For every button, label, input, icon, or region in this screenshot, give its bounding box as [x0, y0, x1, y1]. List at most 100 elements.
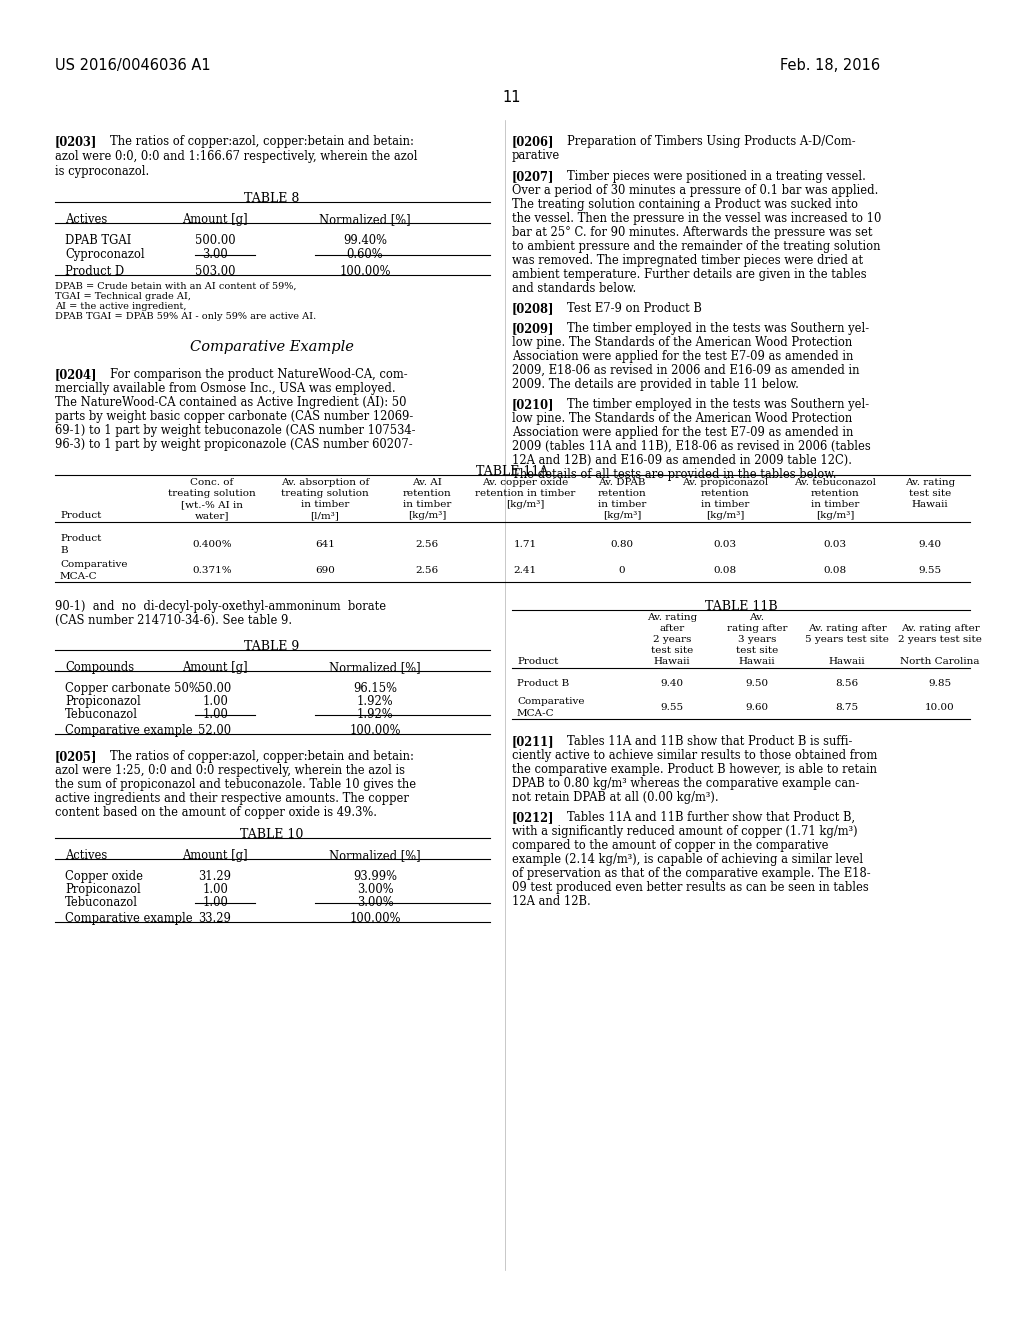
Text: Tables 11A and 11B show that Product B is suffi-: Tables 11A and 11B show that Product B i… [567, 735, 852, 748]
Text: The timber employed in the tests was Southern yel-: The timber employed in the tests was Sou… [567, 322, 869, 335]
Text: 0.08: 0.08 [823, 566, 847, 576]
Text: 9.40: 9.40 [919, 540, 941, 549]
Text: [0205]: [0205] [55, 750, 97, 763]
Text: Tables 11A and 11B further show that Product B,: Tables 11A and 11B further show that Pro… [567, 810, 855, 824]
Text: DPAB to 0.80 kg/m³ whereas the comparative example can-: DPAB to 0.80 kg/m³ whereas the comparati… [512, 777, 859, 789]
Text: 1.00: 1.00 [202, 896, 228, 909]
Text: [0208]: [0208] [512, 302, 555, 315]
Text: Hawaii: Hawaii [911, 500, 948, 510]
Text: 99.40%: 99.40% [343, 234, 387, 247]
Text: Comparative: Comparative [60, 560, 128, 569]
Text: Normalized [%]: Normalized [%] [329, 849, 421, 862]
Text: 1.92%: 1.92% [356, 696, 393, 708]
Text: TABLE 8: TABLE 8 [245, 191, 300, 205]
Text: 2009 (tables 11A and 11B), E18-06 as revised in 2006 (tables: 2009 (tables 11A and 11B), E18-06 as rev… [512, 440, 870, 453]
Text: 2.56: 2.56 [416, 566, 438, 576]
Text: retention: retention [402, 488, 452, 498]
Text: test site: test site [736, 645, 778, 655]
Text: 5 years test site: 5 years test site [805, 635, 889, 644]
Text: 31.29: 31.29 [199, 870, 231, 883]
Text: 690: 690 [315, 566, 335, 576]
Text: 2 years: 2 years [653, 635, 691, 644]
Text: Amount [g]: Amount [g] [182, 661, 248, 675]
Text: retention: retention [700, 488, 750, 498]
Text: 0.400%: 0.400% [193, 540, 231, 549]
Text: water]: water] [195, 511, 229, 520]
Text: Tebuconazol: Tebuconazol [65, 708, 138, 721]
Text: The treating solution containing a Product was sucked into: The treating solution containing a Produ… [512, 198, 858, 211]
Text: 96.15%: 96.15% [353, 682, 397, 696]
Text: 8.56: 8.56 [836, 678, 858, 688]
Text: 0: 0 [618, 566, 626, 576]
Text: Av. rating: Av. rating [905, 478, 955, 487]
Text: 9.55: 9.55 [660, 704, 684, 711]
Text: 69-1) to 1 part by weight tebuconazole (CAS number 107534-: 69-1) to 1 part by weight tebuconazole (… [55, 424, 416, 437]
Text: compared to the amount of copper in the comparative: compared to the amount of copper in the … [512, 840, 828, 851]
Text: 1.00: 1.00 [202, 883, 228, 896]
Text: North Carolina: North Carolina [900, 657, 980, 667]
Text: 12A and 12B.: 12A and 12B. [512, 895, 591, 908]
Text: Copper carbonate 50%: Copper carbonate 50% [65, 682, 200, 696]
Text: Actives: Actives [65, 849, 108, 862]
Text: [0207]: [0207] [512, 170, 555, 183]
Text: 3.00%: 3.00% [356, 883, 393, 896]
Text: in timber: in timber [811, 500, 859, 510]
Text: [wt.-% AI in: [wt.-% AI in [181, 500, 243, 510]
Text: DPAB = Crude betain with an AI content of 59%,: DPAB = Crude betain with an AI content o… [55, 282, 297, 290]
Text: 9.50: 9.50 [745, 678, 769, 688]
Text: Amount [g]: Amount [g] [182, 849, 248, 862]
Text: mercially available from Osmose Inc., USA was employed.: mercially available from Osmose Inc., US… [55, 381, 395, 395]
Text: 2009, E18-06 as revised in 2006 and E16-09 as amended in: 2009, E18-06 as revised in 2006 and E16-… [512, 364, 859, 378]
Text: 100.00%: 100.00% [349, 723, 400, 737]
Text: Timber pieces were positioned in a treating vessel.: Timber pieces were positioned in a treat… [567, 170, 866, 183]
Text: Hawaii: Hawaii [653, 657, 690, 667]
Text: and standards below.: and standards below. [512, 282, 636, 294]
Text: 1.00: 1.00 [202, 708, 228, 721]
Text: Hawaii: Hawaii [828, 657, 865, 667]
Text: 1.92%: 1.92% [356, 708, 393, 721]
Text: with a significantly reduced amount of copper (1.71 kg/m³): with a significantly reduced amount of c… [512, 825, 858, 838]
Text: TABLE 10: TABLE 10 [241, 828, 304, 841]
Text: parts by weight basic copper carbonate (CAS number 12069-: parts by weight basic copper carbonate (… [55, 411, 414, 422]
Text: Av. rating: Av. rating [647, 612, 697, 622]
Text: Av. copper oxide: Av. copper oxide [482, 478, 568, 487]
Text: 9.55: 9.55 [919, 566, 941, 576]
Text: 09 test produced even better results as can be seen in tables: 09 test produced even better results as … [512, 880, 868, 894]
Text: azol were 0:0, 0:0 and 1:166.67 respectively, wherein the azol: azol were 0:0, 0:0 and 1:166.67 respecti… [55, 150, 418, 162]
Text: 3.00%: 3.00% [356, 896, 393, 909]
Text: Normalized [%]: Normalized [%] [329, 661, 421, 675]
Text: [0210]: [0210] [512, 399, 555, 411]
Text: 96-3) to 1 part by weight propiconazole (CAS number 60207-: 96-3) to 1 part by weight propiconazole … [55, 438, 413, 451]
Text: [0204]: [0204] [55, 368, 97, 381]
Text: 1.00: 1.00 [202, 696, 228, 708]
Text: low pine. The Standards of the American Wood Protection: low pine. The Standards of the American … [512, 337, 852, 348]
Text: bar at 25° C. for 90 minutes. Afterwards the pressure was set: bar at 25° C. for 90 minutes. Afterwards… [512, 226, 872, 239]
Text: test site: test site [651, 645, 693, 655]
Text: Actives: Actives [65, 213, 108, 226]
Text: to ambient pressure and the remainder of the treating solution: to ambient pressure and the remainder of… [512, 240, 881, 253]
Text: 0.80: 0.80 [610, 540, 634, 549]
Text: 0.03: 0.03 [714, 540, 736, 549]
Text: (CAS number 214710-34-6). See table 9.: (CAS number 214710-34-6). See table 9. [55, 614, 292, 627]
Text: retention: retention [598, 488, 646, 498]
Text: 12A and 12B) and E16-09 as amended in 2009 table 12C).: 12A and 12B) and E16-09 as amended in 20… [512, 454, 852, 467]
Text: Copper oxide: Copper oxide [65, 870, 143, 883]
Text: Product B: Product B [517, 678, 569, 688]
Text: 100.00%: 100.00% [339, 265, 391, 279]
Text: MCA-C: MCA-C [517, 709, 555, 718]
Text: Preparation of Timbers Using Products A-D/Com-: Preparation of Timbers Using Products A-… [567, 135, 856, 148]
Text: retention in timber: retention in timber [475, 488, 575, 498]
Text: in timber: in timber [700, 500, 750, 510]
Text: 0.08: 0.08 [714, 566, 736, 576]
Text: 33.29: 33.29 [199, 912, 231, 925]
Text: 2.41: 2.41 [513, 566, 537, 576]
Text: Propiconazol: Propiconazol [65, 696, 140, 708]
Text: Comparative Example: Comparative Example [190, 341, 354, 354]
Text: 9.85: 9.85 [929, 678, 951, 688]
Text: The NatureWood-CA contained as Active Ingredient (AI): 50: The NatureWood-CA contained as Active In… [55, 396, 407, 409]
Text: TABLE 9: TABLE 9 [245, 640, 300, 653]
Text: 0.60%: 0.60% [347, 248, 383, 261]
Text: DPAB TGAI = DPAB 59% AI - only 59% are active AI.: DPAB TGAI = DPAB 59% AI - only 59% are a… [55, 312, 316, 321]
Text: Av. rating after: Av. rating after [808, 624, 887, 634]
Text: Comparative: Comparative [517, 697, 585, 706]
